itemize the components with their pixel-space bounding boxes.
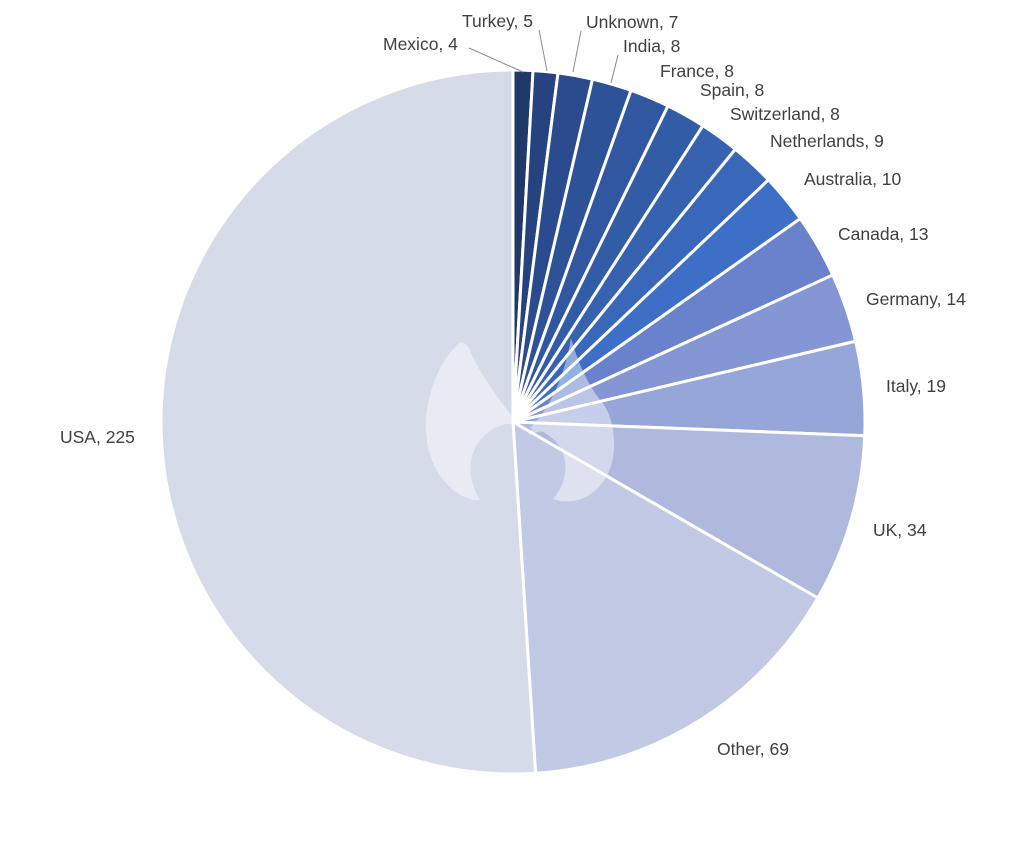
- slice-label-netherlands: Netherlands, 9: [770, 131, 884, 151]
- leader-line-turkey: [538, 29, 548, 72]
- slice-label-mexico: Mexico, 4: [383, 34, 458, 54]
- leader-lines-layer: [468, 29, 619, 84]
- leader-line-mexico: [468, 47, 524, 73]
- slice-label-usa: USA, 225: [60, 427, 135, 447]
- logo-left-flame-icon: [425, 342, 518, 501]
- slice-label-india: India, 8: [623, 36, 680, 56]
- slice-label-unknown: Unknown, 7: [586, 12, 678, 32]
- logo-right-flame-icon: [530, 338, 615, 502]
- slice-label-switzerland: Switzerland, 8: [730, 104, 840, 124]
- slice-label-canada: Canada, 13: [838, 224, 929, 244]
- leader-line-india: [610, 54, 619, 84]
- slice-label-uk: UK, 34: [873, 520, 927, 540]
- slice-label-italy: Italy, 19: [886, 376, 946, 396]
- slice-label-australia: Australia, 10: [804, 169, 902, 189]
- logo-center-peak-icon: [529, 416, 559, 435]
- slice-label-turkey: Turkey, 5: [462, 11, 533, 31]
- slice-label-germany: Germany, 14: [866, 289, 966, 309]
- slice-label-france: France, 8: [660, 61, 734, 81]
- slice-label-other: Other, 69: [717, 739, 789, 759]
- pie-slice-usa: [159, 68, 538, 776]
- leader-line-unknown: [572, 30, 582, 73]
- pie-slice-other: [511, 420, 820, 775]
- slice-label-spain: Spain, 8: [700, 80, 764, 100]
- pie-slice-uk: [511, 420, 867, 600]
- malwarebytes-logo-watermark: [425, 338, 615, 502]
- pie-slices-layer: [159, 68, 867, 776]
